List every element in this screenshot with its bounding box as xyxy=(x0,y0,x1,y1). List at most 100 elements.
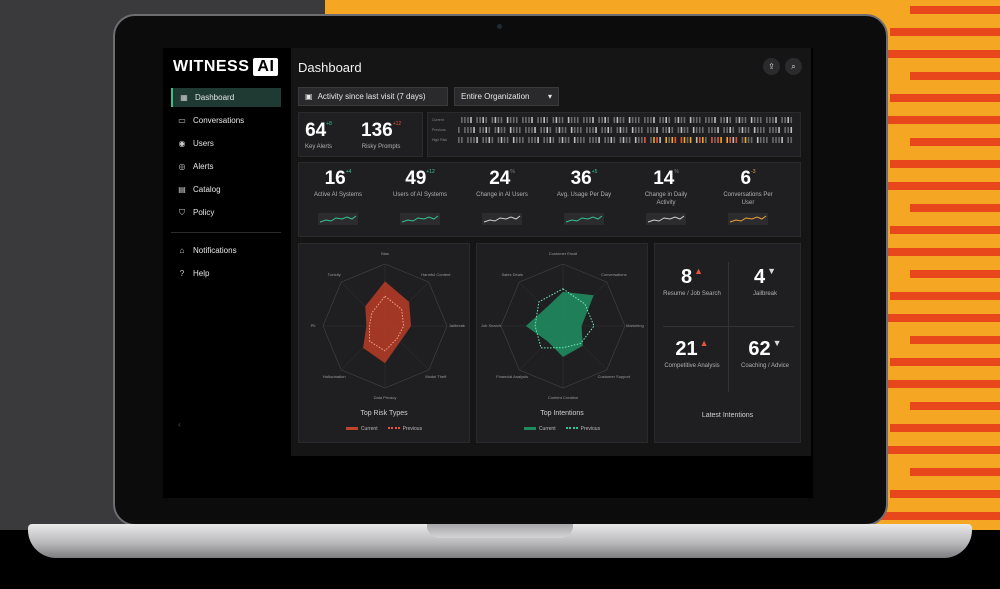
timeline-tick xyxy=(662,127,664,133)
timeline-tick xyxy=(741,137,744,143)
timeline-tick xyxy=(778,137,780,143)
page-title: Dashboard xyxy=(298,60,362,75)
calendar-icon: ▣ xyxy=(305,92,313,101)
timeline-tick xyxy=(558,117,561,123)
timeline-tick xyxy=(515,137,518,143)
timeline-tick xyxy=(705,137,707,143)
activity-filter[interactable]: ▣ Activity since last visit (7 days) xyxy=(298,87,448,106)
sidebar-item-policy[interactable]: ⛉ Policy xyxy=(171,203,281,222)
timeline-tick xyxy=(525,117,527,123)
scope-select[interactable]: Entire Organization ▾ xyxy=(454,87,559,106)
search-icon[interactable]: ⌕ xyxy=(785,58,802,75)
intention-cell-resume[interactable]: 8 ▲ Resume / Job Search xyxy=(656,266,728,299)
timeline-tick xyxy=(564,137,567,143)
stripe xyxy=(910,138,1000,146)
stat-delta: +5 xyxy=(591,169,598,175)
timeline-tick xyxy=(747,137,750,143)
timeline-tick xyxy=(525,127,527,133)
stat-card[interactable]: 14% Change in Daily Activity xyxy=(635,169,697,225)
intention-cell-coaching[interactable]: 62 ▼ Coaching / Advice xyxy=(729,338,801,371)
stripe xyxy=(890,160,1000,168)
sidebar-item-conversations[interactable]: ▭ Conversations xyxy=(171,111,281,130)
stat-card[interactable]: 24% Change in AI Users xyxy=(471,169,533,225)
collapse-sidebar-icon[interactable]: ‹ xyxy=(178,420,181,429)
timeline-tick xyxy=(497,117,500,123)
radar-axis-label: Toxicity xyxy=(328,272,341,277)
timeline-tick xyxy=(729,117,732,123)
timeline-tick xyxy=(534,137,536,143)
timeline-tick xyxy=(653,127,655,133)
timeline-tick xyxy=(729,137,732,143)
timeline-tick xyxy=(561,127,564,133)
timeline-tick xyxy=(720,117,722,123)
timeline-tick xyxy=(662,117,664,123)
intention-value: 21 xyxy=(675,338,698,360)
sidebar-item-dashboard[interactable]: ▦ Dashboard xyxy=(171,88,281,107)
timeline-tick xyxy=(528,127,530,133)
stripe xyxy=(870,314,1000,322)
timeline-tick xyxy=(458,137,460,143)
sidebar-item-alerts[interactable]: ◎ Alerts xyxy=(171,157,281,176)
timeline-tick xyxy=(595,137,597,143)
timeline-tick xyxy=(653,117,655,123)
stat-card[interactable]: 49+12 Users of AI Systems xyxy=(389,169,451,225)
timeline-tick xyxy=(756,137,759,143)
key-alerts-delta: +8 xyxy=(326,121,332,127)
stat-value: 36 xyxy=(570,168,592,189)
brand-badge: AI xyxy=(253,58,279,76)
timeline-tick xyxy=(464,117,466,123)
timeline-tick xyxy=(775,137,777,143)
sidebar-item-notifications[interactable]: ⌂ Notifications xyxy=(171,241,281,260)
timeline-tick xyxy=(653,137,655,143)
timeline-tick xyxy=(711,117,713,123)
timeline-tick xyxy=(482,117,484,123)
sidebar-item-users[interactable]: ◉ Users xyxy=(171,134,281,153)
timeline-tick xyxy=(686,137,689,143)
export-icon[interactable]: ⇪ xyxy=(763,58,780,75)
sparkline xyxy=(564,213,604,225)
stat-card[interactable]: 16+4 Active AI Systems xyxy=(307,169,369,225)
timeline-tick xyxy=(790,127,793,133)
timeline-tick xyxy=(622,127,625,133)
timeline-tick xyxy=(519,127,521,133)
timeline-tick xyxy=(586,117,588,123)
stats-panel: 16+4 Active AI Systems 49+12 Users of AI Sy… xyxy=(298,162,801,237)
legend-previous-label: Previous xyxy=(402,426,423,432)
sidebar-item-label: Catalog xyxy=(193,185,221,194)
timeline-tick xyxy=(592,127,594,133)
timeline-tick xyxy=(732,137,735,143)
radar-axis-label: PII xyxy=(311,323,316,328)
timeline-tick xyxy=(570,127,573,133)
timeline-tick xyxy=(573,127,576,133)
stripe xyxy=(890,358,1000,366)
timeline-tick xyxy=(601,127,603,133)
timeline-tick xyxy=(479,127,481,133)
timeline-tick xyxy=(689,137,692,143)
stripe xyxy=(870,380,1000,388)
timeline-tick xyxy=(549,137,552,143)
timeline-tick xyxy=(512,117,515,123)
risky-prompts-stat[interactable]: 136+12 Risky Prompts xyxy=(361,121,401,152)
stat-card[interactable]: 36+5 Avg. Usage Per Day xyxy=(553,169,615,225)
arrow-up-icon: ▲ xyxy=(694,266,704,276)
timeline-tick xyxy=(619,137,622,143)
sidebar-item-label: Help xyxy=(193,269,210,278)
radar-axis-label: Content Creation xyxy=(548,395,578,400)
timeline-tick xyxy=(637,137,640,143)
risk-radar-chart: Bias Harmful Content Jailbreak Model Theft D… xyxy=(311,251,465,400)
timeline-tick xyxy=(580,127,582,133)
stat-card[interactable]: 6-3 Conversations Per User xyxy=(717,169,779,225)
sidebar-item-help[interactable]: ? Help xyxy=(171,264,281,283)
timeline-tick xyxy=(488,127,491,133)
intention-cell-jailbreak[interactable]: 4 ▼ Jailbreak xyxy=(729,266,801,299)
timeline-tick xyxy=(497,127,500,133)
key-alerts-stat[interactable]: 64+8 Key Alerts xyxy=(305,121,332,152)
stat-delta: % xyxy=(510,169,515,175)
legend-current-label: Current xyxy=(538,426,556,432)
sidebar-item-catalog[interactable]: ▤ Catalog xyxy=(171,180,281,199)
brand-logo: WITNESS AI xyxy=(173,58,279,76)
stripe xyxy=(910,204,1000,212)
intention-cell-competitive[interactable]: 21 ▲ Competitive Analysis xyxy=(656,338,728,371)
brand-name: WITNESS xyxy=(173,58,250,75)
stat-value: 24 xyxy=(489,168,511,189)
